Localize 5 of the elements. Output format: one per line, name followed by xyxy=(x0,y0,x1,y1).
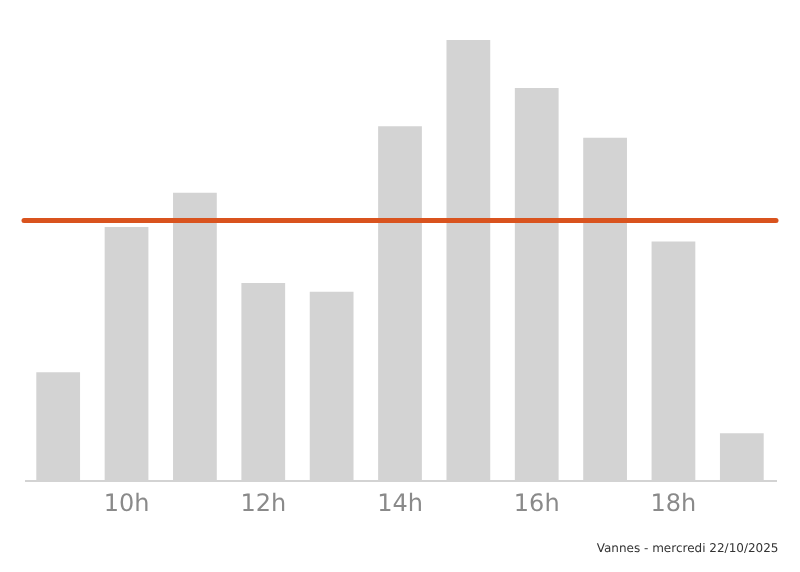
x-tick-label: 18h xyxy=(650,489,697,517)
x-tick-label: 10h xyxy=(103,489,150,517)
x-tick-label: 12h xyxy=(240,489,287,517)
x-tick-label: 16h xyxy=(513,489,560,517)
x-tick-label: 14h xyxy=(377,489,423,517)
